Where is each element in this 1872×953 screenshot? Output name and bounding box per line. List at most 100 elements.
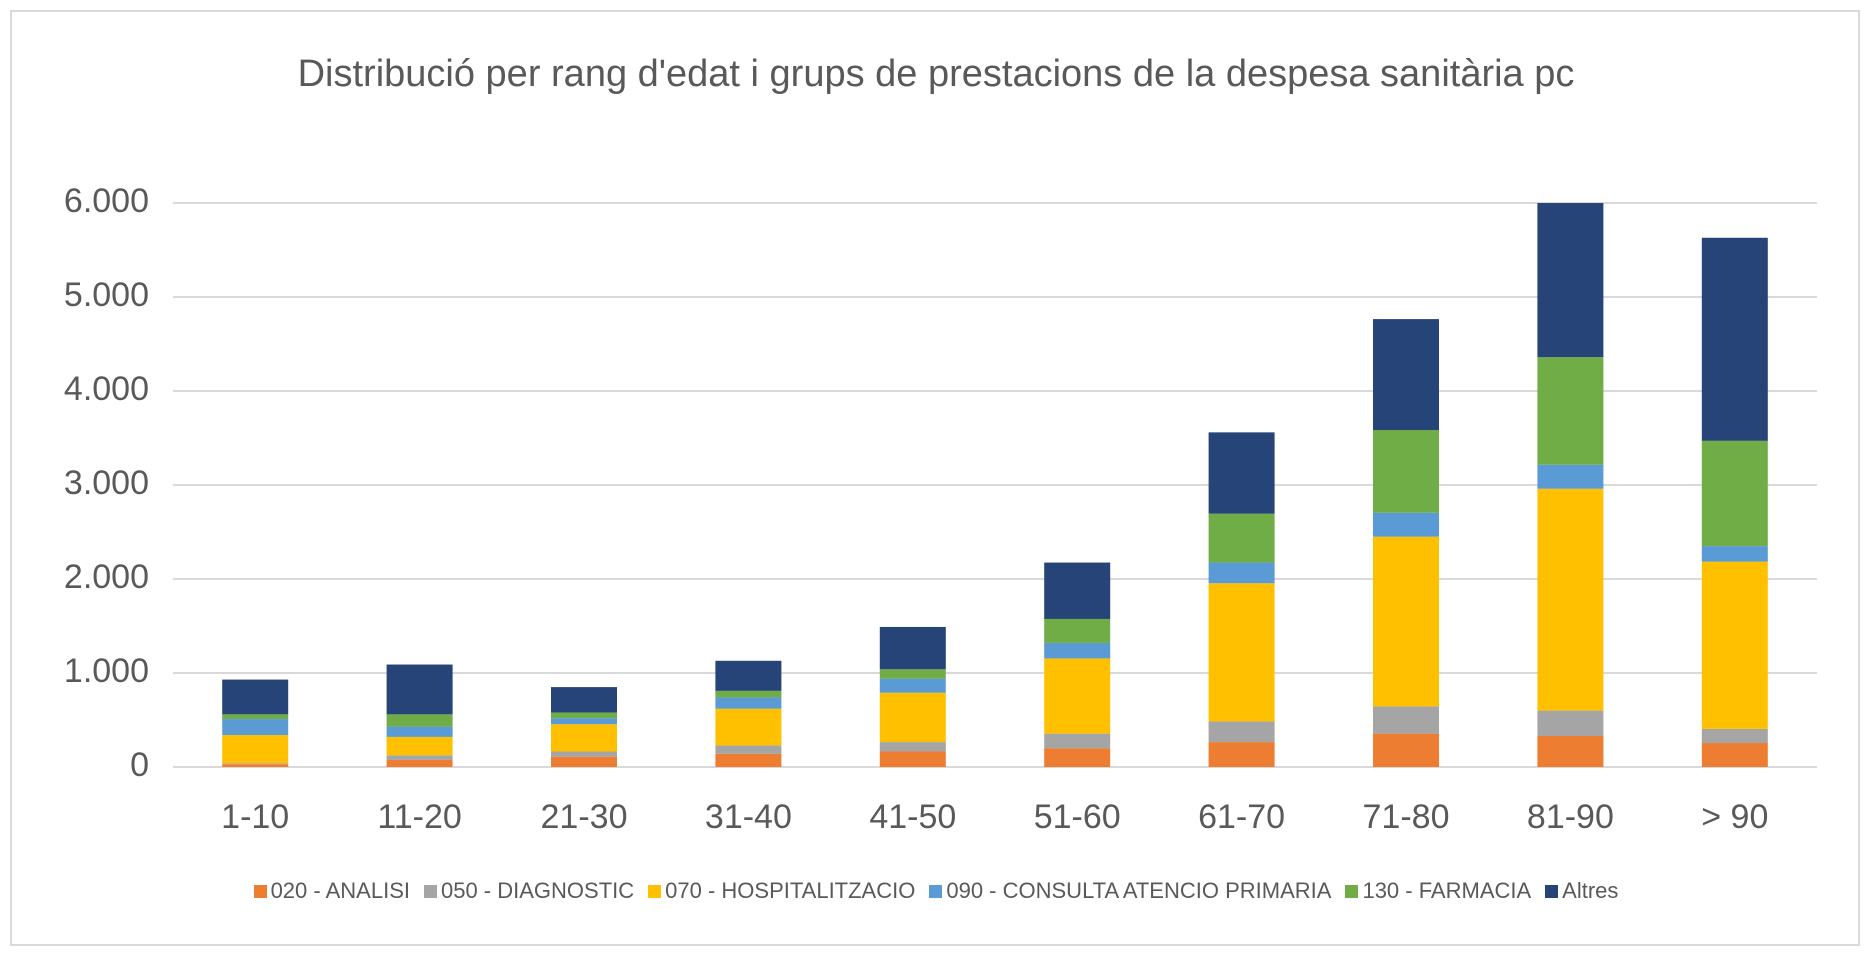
y-tick-label: 3.000 xyxy=(64,464,149,502)
legend-item: 130 - FARMACIA xyxy=(1345,878,1531,904)
bar-segment xyxy=(1044,748,1111,767)
bar-segment xyxy=(222,735,289,764)
bar-segment xyxy=(1208,562,1275,584)
bar-segment xyxy=(386,714,453,727)
legend-label: 130 - FARMACIA xyxy=(1362,878,1532,903)
bar-segment xyxy=(1373,319,1439,431)
x-tick-label: 31-40 xyxy=(705,798,792,836)
bar-segment xyxy=(222,679,289,715)
bar-segment xyxy=(222,714,289,720)
bar-segment xyxy=(1537,357,1604,465)
bar-segment xyxy=(1537,488,1604,711)
bar-segment xyxy=(1044,618,1111,643)
bar-segment xyxy=(551,687,617,713)
bar-segment xyxy=(551,718,617,725)
legend-swatch xyxy=(648,884,662,898)
legend: 020 - ANALISI 050 - DIAGNOSTIC 070 - HOSPI… xyxy=(0,878,1872,904)
bar-segment xyxy=(1537,710,1604,736)
bar-segment xyxy=(222,719,289,736)
bar-segment xyxy=(1373,706,1439,734)
legend-swatch xyxy=(929,884,943,898)
bar-segment xyxy=(1373,733,1439,767)
bar-segment xyxy=(1373,512,1439,537)
chart-title: Distribució per rang d'edat i grups de p… xyxy=(297,53,1575,95)
bar-segment xyxy=(1701,440,1768,547)
bar-segment xyxy=(386,759,453,767)
bar-segment xyxy=(222,763,289,765)
bar-segment xyxy=(1701,237,1768,441)
x-tick-label: 71-80 xyxy=(1363,798,1450,836)
x-tick-label: 1-10 xyxy=(221,798,289,836)
bar-segment xyxy=(1208,583,1275,722)
bar-segment xyxy=(1044,562,1111,619)
bar-segment xyxy=(551,751,617,757)
legend-swatch xyxy=(1545,884,1559,898)
legend-label: Altres xyxy=(1562,878,1619,903)
bar-segment xyxy=(879,669,946,679)
bar-segment xyxy=(1537,735,1604,767)
legend-item: Altres xyxy=(1545,878,1618,904)
x-tick-label: 61-70 xyxy=(1198,798,1285,836)
legend-item: 020 - ANALISI xyxy=(253,878,410,904)
bar-segment xyxy=(715,660,782,691)
bar-segment xyxy=(879,692,946,743)
y-tick-label: 5.000 xyxy=(64,276,149,314)
y-tick-label: 6.000 xyxy=(64,182,149,220)
bar-segment xyxy=(1373,430,1439,513)
legend-label: 090 - CONSULTA ATENCIO PRIMARIA xyxy=(946,878,1332,903)
bar-segment xyxy=(1701,728,1768,744)
legend-label: 070 - HOSPITALITZACIO xyxy=(665,878,916,903)
bar-segment xyxy=(551,724,617,752)
bar-segment xyxy=(1701,743,1768,767)
bar-segment xyxy=(715,708,782,746)
bar-segment xyxy=(1537,203,1604,358)
bar-segment xyxy=(386,726,453,737)
bar-segment xyxy=(1208,432,1275,514)
bar-segment xyxy=(386,736,453,756)
legend-swatch xyxy=(253,884,267,898)
legend-label: 020 - ANALISI xyxy=(270,878,410,903)
legend-item: 070 - HOSPITALITZACIO xyxy=(648,878,915,904)
chart-frame xyxy=(10,10,1860,946)
bar-segment xyxy=(1208,513,1275,563)
x-tick-label: 21-30 xyxy=(541,798,628,836)
x-tick-label: 11-20 xyxy=(377,798,461,836)
bar-segment xyxy=(879,742,946,752)
bar-segment xyxy=(1537,464,1604,489)
legend-item: 090 - CONSULTA ATENCIO PRIMARIA xyxy=(929,878,1331,904)
bar-segment xyxy=(1701,561,1768,729)
x-tick-label: 51-60 xyxy=(1034,798,1121,836)
legend-label: 050 - DIAGNOSTIC xyxy=(440,878,635,903)
bar-segment xyxy=(715,753,782,767)
y-tick-label: 1.000 xyxy=(64,652,149,690)
y-tick-label: 0 xyxy=(130,746,149,784)
legend-swatch xyxy=(423,884,437,898)
legend-item: 050 - DIAGNOSTIC xyxy=(423,878,635,904)
x-tick-label: 81-90 xyxy=(1527,798,1614,836)
bar-segment xyxy=(551,712,617,719)
x-tick-label: > 90 xyxy=(1701,798,1768,836)
y-tick-label: 4.000 xyxy=(64,370,149,408)
legend-swatch xyxy=(1345,884,1359,898)
bar-segment xyxy=(879,678,946,693)
bar-segment xyxy=(551,756,617,767)
bar-segment xyxy=(1044,658,1111,734)
bar-segment xyxy=(715,697,782,709)
bar-segment xyxy=(1044,642,1111,659)
bar-segment xyxy=(879,751,946,767)
y-tick-label: 2.000 xyxy=(64,558,149,596)
bar-segment xyxy=(1373,536,1439,707)
bar-segment xyxy=(386,755,453,760)
bar-segment xyxy=(222,764,289,767)
bar-segment xyxy=(386,664,453,715)
bar-segment xyxy=(715,745,782,754)
bar-segment xyxy=(715,690,782,698)
x-tick-label: 41-50 xyxy=(869,798,956,836)
bar-segment xyxy=(1208,721,1275,743)
bar-segment xyxy=(879,626,946,670)
bar-segment xyxy=(1044,733,1111,749)
bar-segment xyxy=(1208,742,1275,767)
bar-segment xyxy=(1701,546,1768,562)
